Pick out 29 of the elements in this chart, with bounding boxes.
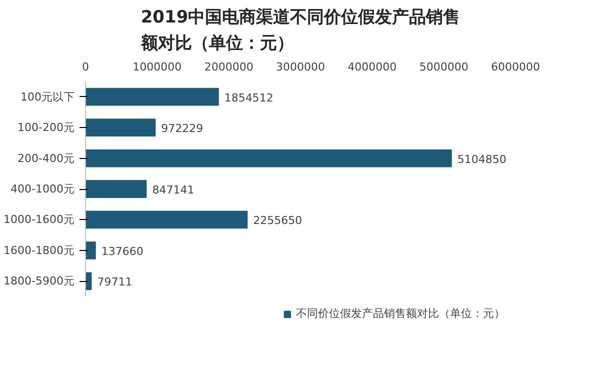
x-tick-label: 5000000 [419, 60, 468, 74]
bar [86, 118, 156, 137]
data-label: 847141 [152, 184, 194, 196]
bar [86, 210, 248, 229]
legend-label: 不同价位假发产品销售额对比（单位：元） [296, 306, 505, 321]
x-tick-label: 0 [82, 60, 89, 74]
bar [86, 149, 452, 168]
bar [86, 88, 219, 106]
y-tick-label: 200-400元 [18, 152, 75, 165]
x-tick-label: 2000000 [204, 60, 254, 74]
y-tick-label: 100元以下 [20, 90, 75, 104]
x-tick-label: 6000000 [491, 60, 540, 74]
x-tick-label: 4000000 [348, 60, 397, 74]
data-label: 137660 [101, 244, 144, 258]
y-tick-label: 1800-5900元 [4, 274, 75, 288]
data-label: 5104850 [457, 152, 506, 166]
y-tick-label: 1000-1600元 [4, 213, 75, 226]
data-label: 1854512 [224, 91, 274, 104]
x-tick-label: 1000000 [132, 60, 182, 74]
data-label: 79711 [97, 276, 132, 289]
data-label: 2255650 [253, 214, 302, 228]
y-tick-label: 100-200元 [18, 121, 75, 134]
y-tick-label: 1600-1800元 [4, 244, 75, 257]
data-label: 972229 [161, 122, 204, 136]
y-tick-label: 400-1000元 [10, 182, 75, 196]
bar [86, 180, 147, 198]
bar [86, 241, 96, 260]
x-tick-label: 3000000 [276, 60, 326, 74]
chart-title: 2019中国电商渠道不同价位假发产品销售额对比（单位：元） [140, 8, 460, 54]
